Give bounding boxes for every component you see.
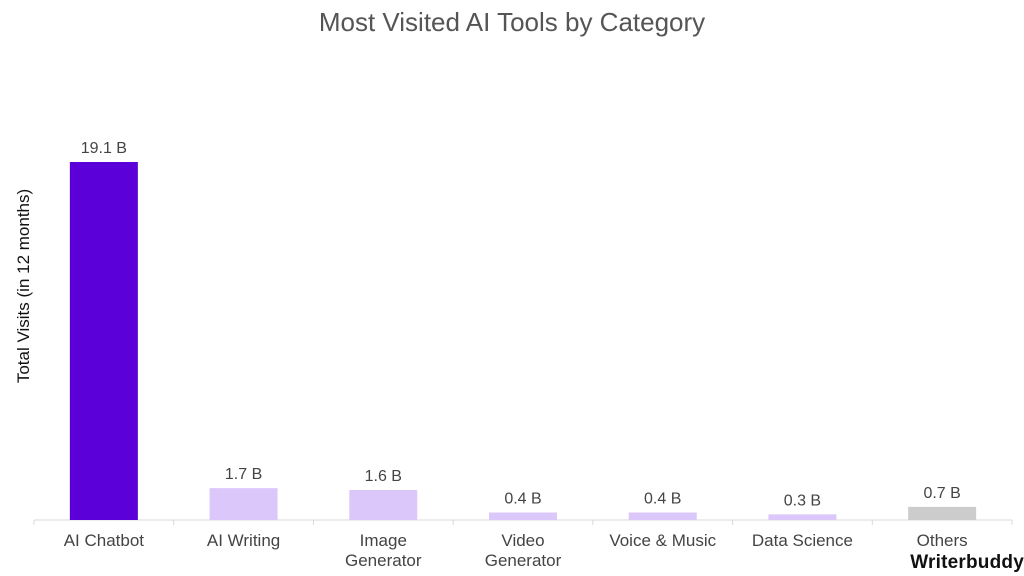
bar — [908, 506, 977, 520]
x-tick-label: Image Generator — [345, 531, 422, 570]
data-label: 19.1 B — [81, 140, 127, 157]
bar — [209, 488, 278, 520]
bar — [489, 512, 557, 520]
bar — [768, 514, 837, 520]
x-tick-label: Data Science — [752, 531, 853, 550]
data-label: 1.7 B — [225, 466, 262, 483]
bar — [69, 162, 138, 520]
data-label: 0.4 B — [504, 491, 541, 508]
bar — [349, 490, 418, 520]
bar — [628, 512, 697, 520]
x-tick-label: AI Chatbot — [64, 531, 145, 550]
data-label: 0.4 B — [644, 491, 681, 508]
y-axis-label: Total Visits (in 12 months) — [14, 189, 33, 383]
chart-title: Most Visited AI Tools by Category — [319, 7, 705, 37]
x-tick-label: Voice & Music — [609, 531, 716, 550]
data-label: 0.7 B — [923, 485, 960, 502]
data-label: 1.6 B — [365, 468, 402, 485]
x-tick-label: Others — [917, 531, 968, 550]
writerbuddy-logo: Writerbuddy — [910, 552, 1024, 573]
x-tick-label: Video Generator — [485, 531, 562, 570]
x-tick-label: AI Writing — [207, 531, 280, 550]
data-label: 0.3 B — [784, 492, 821, 509]
